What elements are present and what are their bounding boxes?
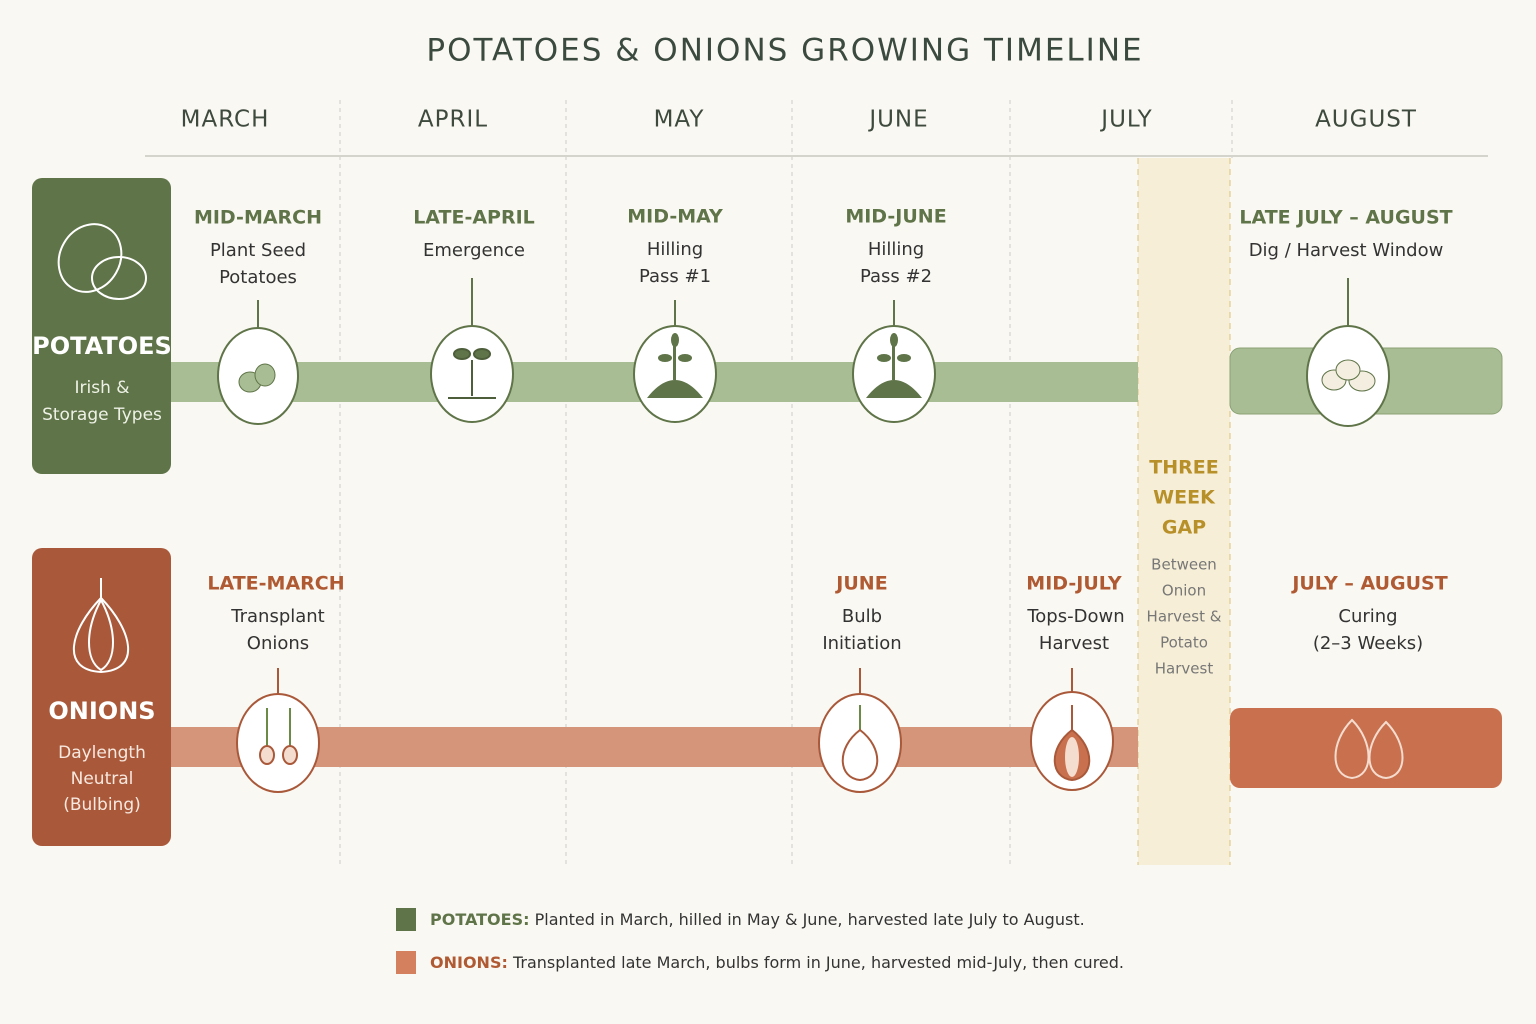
title: POTATOES & ONIONS GROWING TIMELINE xyxy=(426,33,1143,69)
event-what: Hilling xyxy=(868,239,924,260)
sprout xyxy=(448,348,496,399)
gap-title: GAP xyxy=(1162,517,1206,539)
event-what: Pass #2 xyxy=(860,266,932,287)
event-what: Emergence xyxy=(423,240,525,261)
event-what: Tops-Down xyxy=(1026,606,1124,627)
potato-label-box xyxy=(32,178,171,474)
event-when: LATE-MARCH xyxy=(207,573,344,595)
row-subtitle: Neutral xyxy=(71,769,134,789)
event-when: MID-MARCH xyxy=(194,207,322,229)
event-when: LATE JULY – AUGUST xyxy=(1239,207,1452,229)
event-what: Potatoes xyxy=(219,267,297,288)
harvested-potatoes xyxy=(1321,359,1376,392)
event-what: Bulb xyxy=(842,606,882,627)
month: MAY xyxy=(654,107,705,133)
event-what: Plant Seed xyxy=(210,240,306,261)
event-when: JULY – AUGUST xyxy=(1290,573,1447,595)
event-when: JUNE xyxy=(834,573,887,595)
gap-band xyxy=(1138,158,1230,865)
event-what: Harvest xyxy=(1039,633,1109,654)
event-what: Curing xyxy=(1338,606,1397,627)
month: JUNE xyxy=(867,107,928,133)
event-when: MID-MAY xyxy=(627,206,723,228)
row-subtitle: (Bulbing) xyxy=(63,795,141,815)
gap-title: WEEK xyxy=(1153,487,1216,509)
onion-sets xyxy=(259,708,298,765)
legend-text: Planted in March, hilled in May & June, … xyxy=(535,910,1085,929)
seed-potato xyxy=(238,363,276,393)
event-what: (2–3 Weeks) xyxy=(1313,633,1423,654)
legend-swatch xyxy=(396,908,416,931)
event-what: Transplant xyxy=(230,606,325,627)
row-name: ONIONS xyxy=(48,697,155,725)
onion-curing-bar xyxy=(1230,708,1502,788)
onion-icon xyxy=(73,578,129,674)
row-subtitle: Storage Types xyxy=(42,405,162,425)
hill xyxy=(866,333,922,398)
legend-label: ONIONS: xyxy=(430,953,508,972)
gap-text: Onion xyxy=(1162,582,1206,600)
onion-label-box xyxy=(32,548,171,846)
event-what: Hilling xyxy=(647,239,703,260)
legend-swatch xyxy=(396,951,416,974)
event-what: Dig / Harvest Window xyxy=(1249,240,1444,261)
event-when: MID-JUNE xyxy=(845,206,946,228)
event-icon xyxy=(236,693,320,793)
row-subtitle: Irish & xyxy=(74,378,129,398)
bulb xyxy=(841,705,879,782)
onion-bar xyxy=(171,727,1138,767)
gap-text: Between xyxy=(1151,556,1217,574)
month: JULY xyxy=(1099,107,1152,133)
legend-entry: POTATOES: Planted in March, hilled in Ma… xyxy=(430,910,1085,929)
hill xyxy=(647,333,703,398)
gap-text: Harvest xyxy=(1155,660,1214,678)
row-name: POTATOES xyxy=(32,332,172,360)
legend-label: POTATOES: xyxy=(430,910,530,929)
month: AUGUST xyxy=(1315,107,1417,133)
curing-onions xyxy=(1334,718,1404,780)
gap-title: THREE xyxy=(1149,457,1218,479)
gap-text: Harvest & xyxy=(1147,608,1222,626)
event-what: Pass #1 xyxy=(639,266,711,287)
month: MARCH xyxy=(181,107,270,133)
row-subtitle: Daylength xyxy=(58,743,146,763)
event-when: LATE-APRIL xyxy=(413,207,535,229)
gap-text: Potato xyxy=(1160,634,1208,652)
event-when: MID-JULY xyxy=(1026,573,1122,595)
legend-text: Transplanted late March, bulbs form in J… xyxy=(512,953,1124,972)
event-what: Onions xyxy=(247,633,309,654)
harvested-onion xyxy=(1053,705,1091,782)
potato-icon xyxy=(57,223,147,300)
month: APRIL xyxy=(418,107,488,133)
event-what: Initiation xyxy=(822,633,901,654)
legend-entry: ONIONS: Transplanted late March, bulbs f… xyxy=(430,953,1124,972)
